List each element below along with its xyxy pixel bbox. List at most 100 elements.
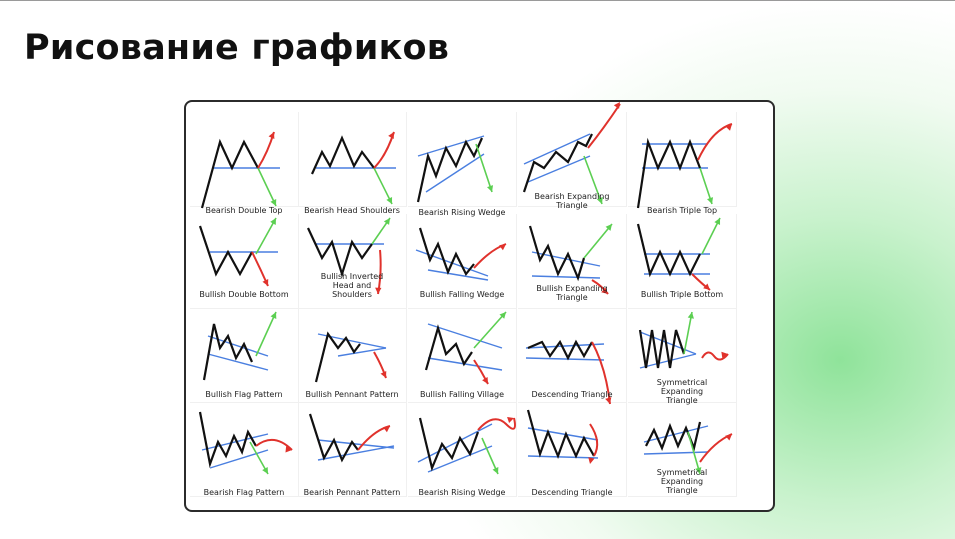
arrow-head [285, 446, 292, 453]
breakout-arrow [475, 143, 493, 193]
price-line [522, 133, 593, 193]
breakout-arrow [473, 311, 507, 349]
price-line [636, 223, 701, 278]
price-line [527, 339, 593, 361]
trendline [527, 427, 599, 441]
price-line [528, 225, 586, 282]
pattern-cell: Bullish Inverted Head and Shoulders [298, 214, 407, 309]
breakout-arrow [699, 167, 713, 205]
trendline [207, 353, 269, 371]
pattern-diagram [417, 416, 516, 475]
pattern-diagram [638, 311, 729, 369]
trendline [527, 155, 591, 183]
target-arrow [699, 433, 733, 463]
pattern-diagram [424, 311, 507, 385]
breakout-arrow [687, 431, 701, 475]
breakout-arrow [583, 223, 613, 259]
arrow-head [386, 197, 393, 204]
pattern-cell: Descending Triangle [518, 308, 627, 405]
pattern-cell: Bearish Rising Wedge [408, 402, 517, 497]
price-line [202, 323, 254, 381]
arrow-head [268, 132, 275, 139]
trendline [639, 331, 697, 355]
price-line [645, 421, 702, 452]
pattern-diagram [528, 223, 613, 295]
price-line [314, 331, 361, 383]
pattern-cell: Descending Triangle [518, 402, 627, 497]
arrow-head [725, 434, 732, 441]
pattern-diagram [307, 217, 391, 295]
trendline [209, 449, 269, 469]
pattern-cell: Bullish Flag Pattern [190, 308, 299, 403]
arrow-head [499, 312, 506, 319]
pattern-cell: Bullish Falling Village [408, 308, 517, 403]
pattern-label: Descending Triangle [531, 390, 613, 399]
price-line [418, 227, 475, 277]
breakout-arrow [373, 167, 393, 205]
pattern-diagram [310, 131, 396, 205]
trendline [531, 275, 601, 279]
pattern-label: Bullish Pennant Pattern [305, 390, 399, 399]
trendline [525, 357, 605, 361]
breakout-arrow [481, 437, 499, 475]
price-line [424, 324, 473, 371]
price-line [198, 411, 257, 469]
pattern-label: Bullish Triple Bottom [640, 290, 724, 299]
patterns-panel: Bearish Double Top Bearish Head Shoulder… [184, 100, 775, 512]
pattern-label: Bullish Expanding Triangle [536, 284, 608, 302]
breakout-arrow [701, 217, 721, 255]
pattern-diagram [202, 311, 277, 381]
trendline [427, 269, 489, 281]
page-title: Рисование графиков [24, 28, 450, 68]
trendline [427, 445, 493, 473]
title-box: Рисование графиков [12, 18, 454, 78]
pattern-cell: Bullish Falling Wedge [408, 214, 517, 309]
pattern-cell: Bullish Triple Bottom [628, 214, 737, 309]
pattern-cell: Bullish Double Bottom [190, 214, 299, 309]
pattern-label: Bullish Inverted Head and Shoulders [320, 272, 384, 299]
target-arrow [587, 103, 621, 149]
arrow-head [725, 124, 732, 131]
pattern-label: Bearish Pennant Pattern [303, 488, 401, 497]
pattern-diagram [526, 409, 599, 464]
pattern-diagram [308, 413, 395, 463]
price-line [307, 227, 373, 278]
arrow-head [375, 287, 382, 294]
breakout-arrow [255, 217, 277, 255]
arrow-head [262, 279, 269, 286]
trendline [427, 323, 503, 349]
pattern-diagram [522, 102, 621, 205]
target-arrow [701, 351, 729, 361]
price-line [200, 138, 259, 209]
arrow-head [714, 218, 721, 225]
pattern-diagram [314, 331, 387, 383]
arrow-head [380, 371, 387, 378]
pattern-diagram [525, 339, 612, 405]
pattern-label: Symmetrical Expanding Triangle [656, 468, 708, 495]
pattern-diagram [415, 227, 507, 281]
pattern-cell: Symmetrical Expanding Triangle [628, 402, 737, 497]
arrow-head [270, 312, 277, 319]
arrow-head [262, 467, 268, 474]
pattern-diagram [636, 217, 721, 291]
pattern-cell: Bullish Expanding Triangle [518, 214, 627, 309]
breakout-arrow [583, 155, 603, 205]
pattern-label: Descending Triangle [531, 488, 613, 497]
pattern-label: Bearish Rising Wedge [418, 488, 506, 497]
top-divider [0, 0, 955, 1]
trendline [337, 347, 387, 357]
breakout-arrow [255, 311, 277, 357]
arrow-head [482, 377, 488, 384]
pattern-cell: Bearish Triple Top [628, 112, 737, 215]
arrow-head [601, 287, 608, 294]
arrow-head [596, 197, 603, 204]
trendline [317, 439, 395, 449]
pattern-label: Bearish Double Top [205, 206, 283, 215]
trendline [527, 455, 599, 459]
pattern-label: Symmetrical Expanding Triangle [656, 378, 708, 405]
pattern-cell: Bearish Flag Pattern [190, 402, 299, 497]
pattern-label: Bullish Falling Wedge [419, 290, 505, 299]
trendline [417, 423, 493, 463]
arrow-head [487, 185, 494, 192]
pattern-cell: Bearish Head Shoulders [298, 112, 407, 215]
